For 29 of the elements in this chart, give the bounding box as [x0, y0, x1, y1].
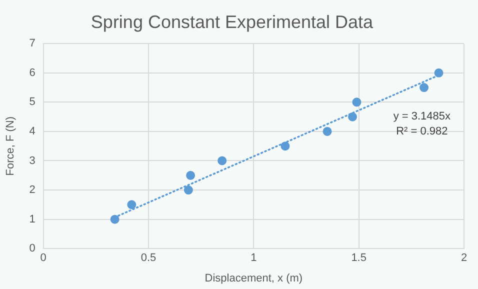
y-tick-label: 0	[29, 242, 36, 255]
y-tick-label: 6	[29, 66, 36, 79]
annotation: y = 3.1485x	[393, 110, 452, 123]
y-tick-label: 7	[29, 38, 36, 50]
y-tick-label: 2	[29, 184, 36, 196]
point	[352, 98, 362, 107]
point	[420, 83, 429, 92]
x-axis-title: Displacement, x (m)	[204, 272, 303, 284]
point	[184, 186, 193, 195]
point	[127, 200, 136, 210]
x-tick-label: 2	[460, 252, 468, 264]
y-tick-label: 4	[29, 125, 36, 138]
y-tick-label: 1	[29, 213, 36, 226]
x-tick-label: 0.5	[140, 252, 156, 264]
y-axis-title: Force, F (N)	[4, 116, 17, 176]
point	[434, 68, 444, 78]
x-tick-label: 1	[250, 252, 257, 264]
point	[348, 112, 358, 122]
point	[186, 170, 196, 180]
x-tick-label: 1.5	[351, 252, 366, 264]
point	[322, 126, 332, 136]
x-tick-label: 0	[40, 252, 46, 264]
annotation: R² = 0.982	[396, 126, 448, 138]
y-tick-label: 3	[29, 154, 36, 167]
point	[280, 142, 290, 151]
chart-title: Spring Constant Experimental Data	[90, 12, 374, 32]
point	[218, 156, 227, 166]
point	[110, 214, 120, 224]
y-tick-label: 5	[29, 96, 36, 108]
